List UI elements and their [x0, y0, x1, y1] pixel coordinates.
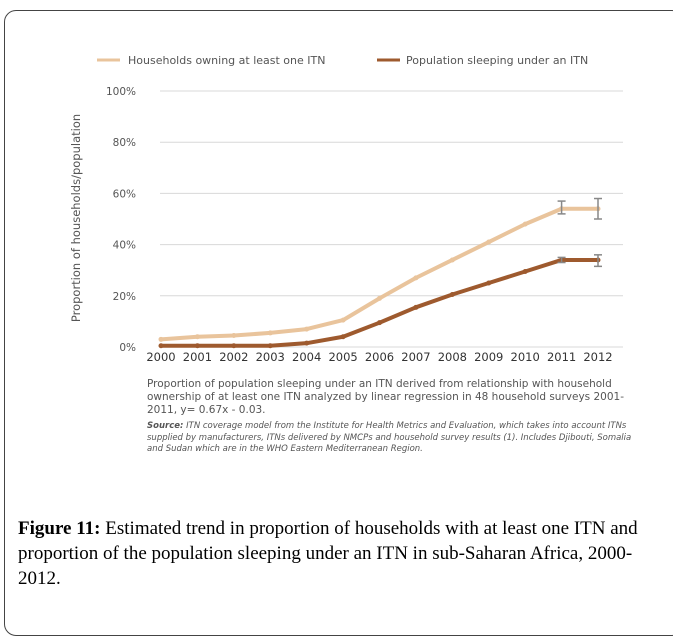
- x-tick-label: 2012: [583, 350, 612, 364]
- y-tick-label: 0%: [119, 342, 136, 354]
- x-tick-label: 2008: [438, 350, 467, 364]
- data-point: [194, 334, 200, 340]
- caption-label: Figure 11:: [18, 518, 101, 539]
- data-point: [304, 340, 310, 346]
- data-point: [231, 332, 237, 338]
- y-tick-label: 20%: [113, 291, 136, 303]
- data-point: [267, 330, 273, 336]
- data-point: [413, 304, 419, 310]
- data-point: [449, 292, 455, 298]
- method-note: Proportion of population sleeping under …: [147, 378, 624, 416]
- data-point: [231, 343, 237, 349]
- y-tick-label: 100%: [106, 86, 136, 98]
- caption-text: Estimated trend in proportion of househo…: [18, 518, 638, 589]
- figure-caption: Figure 11: Estimated trend in proportion…: [18, 516, 658, 591]
- data-point: [158, 336, 164, 342]
- data-point: [304, 326, 310, 332]
- source-note: Source: ITN coverage model from the Inst…: [147, 421, 647, 456]
- x-tick-label: 2011: [547, 350, 576, 364]
- x-tick-label: 2002: [219, 350, 248, 364]
- data-point: [158, 343, 164, 349]
- data-point: [377, 295, 382, 301]
- data-point: [522, 268, 528, 274]
- data-point: [449, 257, 455, 263]
- x-tick-labels: 2000 2001 2002 2003 2004 2005 2006 2007 2008 2009…: [146, 350, 612, 364]
- legend: Households owning at least one ITN Popul…: [97, 54, 588, 67]
- x-tick-label: 2000: [146, 350, 175, 364]
- x-tick-label: 2007: [401, 350, 430, 364]
- x-tick-label: 2009: [474, 350, 503, 364]
- y-tick-label: 60%: [113, 188, 136, 200]
- data-point: [522, 221, 528, 227]
- y-tick-label: 40%: [113, 240, 136, 252]
- data-point: [377, 320, 382, 326]
- legend-label-households: Households owning at least one ITN: [128, 54, 325, 67]
- y-axis-label: Proportion of households/population: [69, 114, 83, 322]
- x-tick-label: 2004: [292, 350, 321, 364]
- data-point: [340, 317, 346, 323]
- data-point: [267, 343, 273, 349]
- source-text: ITN coverage model from the Institute fo…: [147, 421, 632, 454]
- series-line: [161, 257, 598, 348]
- x-tick-label: 2010: [511, 350, 540, 364]
- data-point: [340, 334, 346, 340]
- y-tick-labels: 0% 20% 40% 60% 80% 100%: [106, 86, 136, 354]
- source-label: Source:: [147, 421, 184, 431]
- x-tick-label: 2006: [365, 350, 394, 364]
- gridlines: [160, 90, 623, 348]
- x-tick-label: 2005: [328, 350, 357, 364]
- data-point: [413, 275, 419, 281]
- series-line: [160, 206, 598, 342]
- itn-coverage-chart: Households owning at least one ITN Popul…: [69, 54, 623, 364]
- legend-label-population: Population sleeping under an ITN: [406, 54, 588, 67]
- data-point: [486, 239, 492, 245]
- x-tick-label: 2001: [183, 350, 212, 364]
- x-tick-label: 2003: [256, 350, 285, 364]
- data-point: [486, 280, 492, 286]
- y-tick-label: 80%: [113, 137, 136, 149]
- series-lines: [158, 197, 602, 349]
- data-point: [194, 343, 200, 349]
